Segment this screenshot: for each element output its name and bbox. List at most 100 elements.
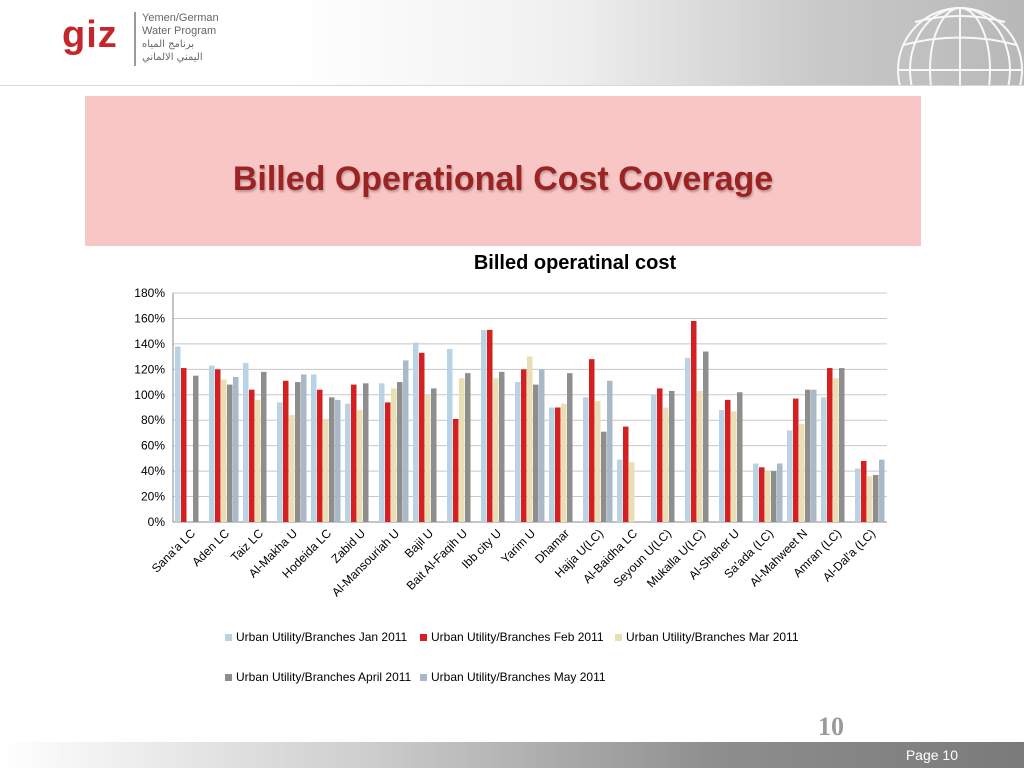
- bar-2: [861, 460, 867, 522]
- bar-4: [839, 368, 845, 522]
- bar-4: [601, 431, 607, 522]
- bar-2: [419, 352, 425, 522]
- logo-separator: [134, 12, 136, 66]
- bar-3: [255, 399, 261, 522]
- y-tick-label: 140%: [134, 337, 165, 351]
- legend-label: Urban Utility/Branches April 2011: [236, 670, 412, 684]
- bar-3: [493, 378, 499, 522]
- bar-1: [243, 362, 249, 522]
- bar-1: [447, 348, 453, 522]
- legend-swatch: [420, 674, 427, 681]
- footer-page-label: Page 10: [905, 747, 958, 763]
- legend-swatch: [420, 634, 427, 641]
- bar-1: [413, 342, 419, 522]
- y-tick-label: 80%: [141, 413, 165, 427]
- bar-1: [549, 407, 555, 522]
- bar-3: [425, 394, 431, 522]
- bar-2: [181, 368, 187, 522]
- bar-chart: 0% 20% 40% 60% 80% 100% 120% 140% 160% 180% Sana'a…: [134, 286, 887, 599]
- bar-2: [589, 359, 595, 522]
- bar-2: [657, 388, 663, 522]
- bar-4: [703, 351, 709, 522]
- bar-4: [533, 384, 539, 522]
- bar-4: [193, 375, 199, 522]
- slide-title: Billed Operational Cost Coverage: [232, 160, 774, 198]
- bar-5: [879, 459, 885, 522]
- bar-4: [397, 382, 403, 522]
- bar-4: [499, 371, 505, 522]
- bar-4: [669, 390, 675, 522]
- y-tick-label: 20%: [141, 490, 165, 504]
- bar-1: [311, 374, 317, 522]
- bar-3: [561, 403, 567, 522]
- y-tick-label: 120%: [134, 362, 165, 376]
- legend-swatch: [225, 634, 232, 641]
- bar-5: [539, 369, 545, 522]
- bar-4: [771, 471, 777, 522]
- y-tick-label: 180%: [134, 286, 165, 300]
- legend-label: Urban Utility/Branches Mar 2011: [626, 630, 799, 644]
- bar-4: [363, 383, 369, 522]
- bar-5: [777, 463, 783, 522]
- y-tick-label: 40%: [141, 464, 165, 478]
- program-line-1: Yemen/German: [142, 12, 219, 24]
- bar-1: [855, 468, 861, 522]
- header-divider: [0, 85, 1024, 86]
- bar-3: [799, 424, 805, 522]
- bar-1: [821, 397, 827, 522]
- bar-5: [335, 399, 341, 522]
- bar-1: [345, 403, 351, 522]
- bar-1: [481, 329, 487, 522]
- bar-3: [221, 379, 227, 522]
- bar-1: [685, 357, 691, 522]
- program-arabic-1: برنامج المياه: [142, 39, 195, 50]
- bar-3: [731, 411, 737, 522]
- bar-3: [289, 415, 295, 522]
- bar-4: [431, 388, 437, 522]
- bar-2: [759, 467, 765, 522]
- bar-1: [651, 394, 657, 522]
- header-banner: [0, 0, 1024, 85]
- bar-4: [873, 474, 879, 522]
- bar-2: [317, 389, 323, 522]
- bar-2: [691, 320, 697, 522]
- bar-1: [617, 459, 623, 522]
- x-tick-label: Aden LC: [189, 526, 232, 569]
- legend-swatch: [615, 634, 622, 641]
- bar-2: [521, 369, 527, 522]
- bar-3: [867, 476, 873, 522]
- y-tick-label: 60%: [141, 439, 165, 453]
- bar-1: [719, 410, 725, 522]
- bar-1: [277, 402, 283, 522]
- bar-5: [233, 376, 239, 522]
- bar-2: [385, 402, 391, 522]
- bar-3: [595, 401, 601, 522]
- bar-3: [459, 378, 465, 522]
- bar-2: [623, 426, 629, 522]
- program-name: Yemen/German Water Program برنامج المياه…: [142, 12, 219, 64]
- bar-2: [351, 384, 357, 522]
- bar-4: [805, 389, 811, 522]
- bar-2: [215, 369, 221, 522]
- chart-legend: Urban Utility/Branches Jan 2011 Urban Uti…: [225, 630, 815, 696]
- bar-3: [527, 356, 533, 522]
- bar-4: [329, 397, 335, 522]
- bar-3: [663, 407, 669, 522]
- bar-4: [295, 382, 301, 522]
- bar-3: [391, 388, 397, 522]
- bar-1: [379, 383, 385, 522]
- bar-1: [787, 430, 793, 522]
- y-tick-label: 0%: [148, 515, 166, 529]
- bar-4: [261, 371, 267, 522]
- bar-4: [465, 373, 471, 522]
- footer-bar: Page 10: [0, 742, 1024, 768]
- bar-2: [555, 407, 561, 522]
- bar-4: [227, 384, 233, 522]
- giz-logo: giz: [62, 14, 118, 56]
- bar-3: [357, 410, 363, 522]
- x-tick-label: Yarim U: [498, 526, 538, 566]
- bar-2: [283, 380, 289, 522]
- bar-4: [567, 373, 573, 522]
- bar-3: [697, 390, 703, 522]
- bar-2: [725, 399, 731, 522]
